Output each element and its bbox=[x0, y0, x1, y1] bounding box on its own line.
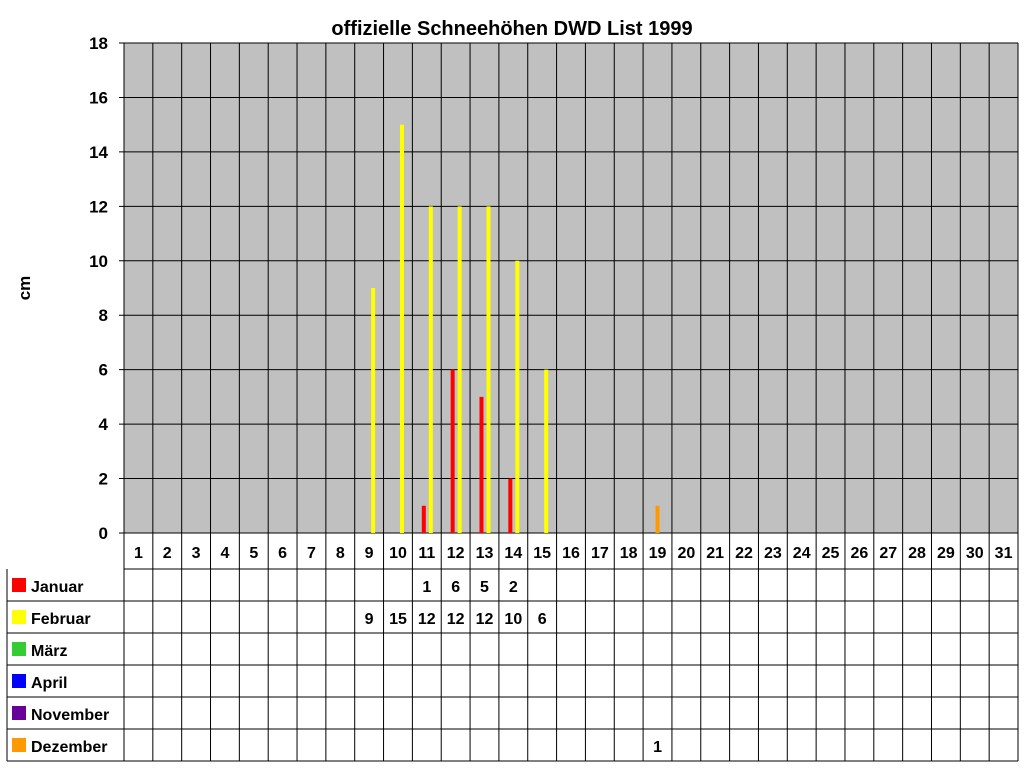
table-cell-value: 1 bbox=[422, 579, 431, 596]
plot-area: 0 2 4 6 8 10 12 14 16 18 bbox=[89, 34, 1019, 543]
x-tick-label: 20 bbox=[677, 545, 695, 562]
table-cell-value: 12 bbox=[447, 611, 465, 628]
legend-label-november: November bbox=[31, 707, 109, 724]
y-tick-label: 6 bbox=[99, 361, 108, 380]
x-tick-label: 4 bbox=[220, 545, 229, 562]
x-tick-label: 7 bbox=[307, 545, 316, 562]
table-cell-value: 15 bbox=[389, 611, 407, 628]
x-tick-label: 26 bbox=[850, 545, 868, 562]
bar-januar-day-11 bbox=[421, 505, 426, 533]
bar-februar-day-9 bbox=[371, 288, 376, 533]
legend-swatch-dezember bbox=[12, 738, 26, 752]
legend-label-märz: März bbox=[31, 643, 67, 660]
x-tick-label: 18 bbox=[620, 545, 638, 562]
legend-label-februar: Februar bbox=[31, 611, 91, 628]
bars-group bbox=[371, 124, 660, 534]
x-tick-label: 19 bbox=[649, 545, 667, 562]
x-tick-label: 3 bbox=[192, 545, 201, 562]
plot-background bbox=[124, 43, 1018, 533]
y-tick-label: 14 bbox=[89, 143, 108, 162]
x-tick-label: 23 bbox=[764, 545, 782, 562]
x-tick-label: 31 bbox=[995, 545, 1013, 562]
bar-januar-day-14 bbox=[508, 478, 513, 533]
x-tick-label: 25 bbox=[822, 545, 840, 562]
table-cell-value: 5 bbox=[480, 579, 489, 596]
table-cell-value: 2 bbox=[509, 579, 518, 596]
legend-swatch-april bbox=[12, 674, 26, 688]
legend-swatch-november bbox=[12, 706, 26, 720]
x-tick-label: 14 bbox=[504, 545, 522, 562]
legend-label-januar: Januar bbox=[31, 579, 83, 596]
y-tick-label: 8 bbox=[99, 306, 108, 325]
legend-swatch-januar bbox=[12, 578, 26, 592]
x-tick-label: 15 bbox=[533, 545, 551, 562]
bar-februar-day-12 bbox=[457, 206, 462, 534]
bar-januar-day-12 bbox=[450, 369, 455, 533]
bar-februar-day-11 bbox=[428, 206, 433, 534]
y-tick-label: 12 bbox=[89, 197, 108, 216]
x-tick-label: 9 bbox=[365, 545, 374, 562]
chart-title: offizielle Schneehöhen DWD List 1999 bbox=[331, 18, 692, 40]
x-tick-label: 27 bbox=[879, 545, 897, 562]
x-tick-label: 10 bbox=[389, 545, 407, 562]
x-tick-label: 2 bbox=[163, 545, 172, 562]
table-cell-value: 12 bbox=[476, 611, 494, 628]
x-tick-label: 21 bbox=[706, 545, 724, 562]
y-axis-label: cm bbox=[15, 276, 34, 301]
data-table: 1 2 3 4 5 6 7 8 9 10 11 12 13 14 15 16 17 18 19 20 21 22 23 24 2… bbox=[6, 533, 1019, 762]
y-tick-label: 0 bbox=[99, 524, 108, 543]
x-tick-label: 8 bbox=[336, 545, 345, 562]
table-cell-value: 6 bbox=[538, 611, 547, 628]
y-tick-label: 4 bbox=[99, 415, 109, 434]
x-tick-label: 17 bbox=[591, 545, 609, 562]
bar-januar-day-13 bbox=[479, 396, 484, 533]
legend-swatch-februar bbox=[12, 610, 26, 624]
table-cell-value: 1 bbox=[653, 739, 662, 756]
x-tick-label: 28 bbox=[908, 545, 926, 562]
y-tick-label: 18 bbox=[89, 34, 108, 53]
y-tick-label: 10 bbox=[89, 252, 108, 271]
x-tick-label: 30 bbox=[966, 545, 984, 562]
x-tick-label: 16 bbox=[562, 545, 580, 562]
y-tick-label: 2 bbox=[99, 470, 108, 489]
bar-februar-day-10 bbox=[399, 124, 404, 534]
legend-swatch-märz bbox=[12, 642, 26, 656]
table-cell-value: 9 bbox=[365, 611, 374, 628]
bar-februar-day-14 bbox=[515, 260, 520, 533]
bar-februar-day-13 bbox=[486, 206, 491, 534]
bar-februar-day-15 bbox=[544, 369, 549, 533]
table-cell-value: 12 bbox=[418, 611, 436, 628]
x-tick-label: 29 bbox=[937, 545, 955, 562]
x-tick-label: 1 bbox=[134, 545, 143, 562]
legend-label-april: April bbox=[31, 675, 67, 692]
y-tick-label: 16 bbox=[89, 88, 108, 107]
bar-dezember-day-19 bbox=[655, 505, 660, 533]
x-tick-label: 12 bbox=[447, 545, 465, 562]
table-cell-value: 6 bbox=[451, 579, 460, 596]
x-tick-label: 22 bbox=[735, 545, 753, 562]
legend-label-dezember: Dezember bbox=[31, 739, 107, 756]
x-tick-label: 13 bbox=[476, 545, 494, 562]
table-cell-value: 10 bbox=[504, 611, 522, 628]
x-tick-label: 5 bbox=[249, 545, 258, 562]
x-tick-label: 11 bbox=[418, 545, 435, 562]
x-tick-label: 24 bbox=[793, 545, 811, 562]
x-tick-label: 6 bbox=[278, 545, 287, 562]
